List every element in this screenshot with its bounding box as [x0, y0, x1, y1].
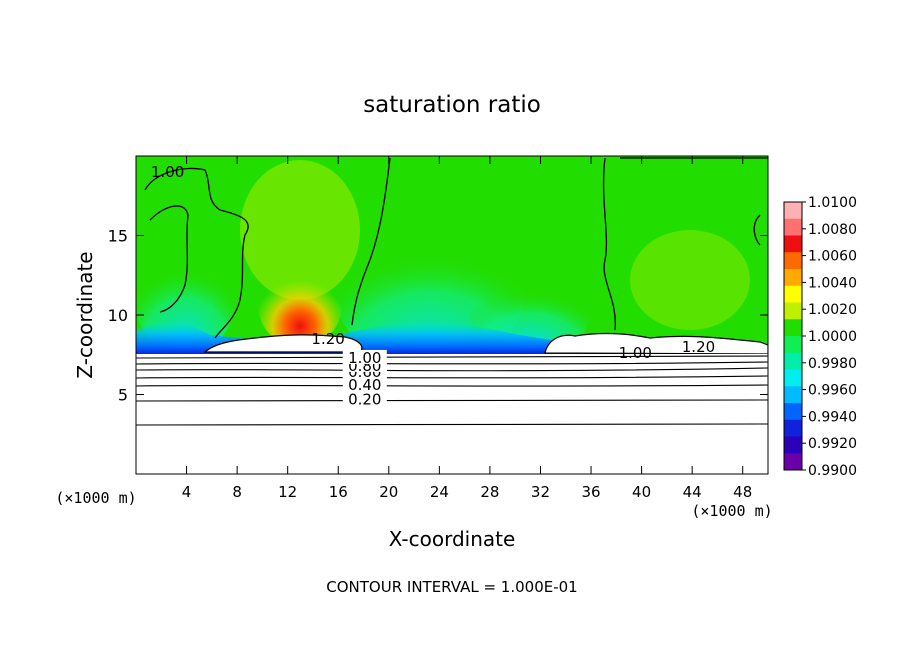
colorbar-label: 1.0080: [808, 222, 857, 238]
colorbar-swatch: [784, 269, 802, 287]
x-tick-label: 24: [430, 483, 449, 501]
field-lower-domain: [136, 354, 768, 474]
x-tick-label: 4: [182, 483, 192, 501]
field-patch-light: [630, 230, 750, 330]
colorbar-swatch: [784, 336, 802, 354]
colorbar-label: 1.0100: [808, 195, 857, 211]
contour-label: 0.20: [348, 390, 381, 408]
contour-labels: 0.200.400.600.801.001.001.201.00 1.20: [151, 163, 715, 408]
contour-label-bg: [342, 391, 387, 406]
colorbar-label: 0.9900: [808, 463, 857, 479]
x-tick-label: 44: [683, 483, 702, 501]
field-patch-light: [240, 160, 360, 300]
contour-annotation: 1.20: [682, 338, 715, 356]
contour-interval-note: CONTOUR INTERVAL = 1.000E-01: [326, 578, 577, 596]
x-tick-label: 32: [531, 483, 550, 501]
colorbar-swatch: [784, 419, 802, 437]
y-tick-label: 5: [118, 386, 128, 405]
field-plume-hot: [258, 263, 342, 347]
contour-label: 1.00: [348, 349, 381, 367]
colorbar-swatch: [784, 369, 802, 387]
colorbar-swatch: [784, 235, 802, 253]
y-axis-label: Z-coordinate: [73, 251, 97, 378]
cloud-region: [544, 332, 768, 355]
colorbar-label: 1.0040: [808, 275, 857, 291]
y-tick-label: 15: [108, 227, 128, 246]
cloud-region: [203, 334, 363, 353]
contour-annotation: 1.00: [151, 163, 184, 181]
contour-label: 0.40: [348, 376, 381, 394]
colorbar-swatch: [784, 202, 802, 220]
x-axis: 4 8 12 16 20 24 28 32 36 40 44 48: [182, 156, 752, 501]
x-axis-label: X-coordinate: [389, 527, 516, 551]
contour-lines-upper: [144, 157, 768, 339]
contour-annotation: 1.20: [311, 330, 344, 348]
colorbar-label: 1.0000: [808, 329, 857, 345]
colorbar-swatch: [784, 218, 802, 236]
x-tick-label: 20: [379, 483, 398, 501]
x-tick-label: 36: [581, 483, 600, 501]
x-tick-label: 40: [632, 483, 651, 501]
colorbar-label: 0.9980: [808, 356, 857, 372]
contour-annotation: 1.00: [619, 344, 652, 362]
x-tick-label: 12: [278, 483, 297, 501]
colorbar-label: 0.9940: [808, 409, 857, 425]
x-unit-label-right: (×1000 m): [691, 502, 772, 520]
contour-lines-lower: [136, 355, 768, 426]
x-unit-label-left: (×1000 m): [55, 489, 136, 507]
colorbar-label: 1.0060: [808, 249, 857, 265]
colorbar-swatch: [784, 436, 802, 454]
x-tick-label: 48: [733, 483, 752, 501]
contour-label-bg: [342, 376, 387, 391]
x-tick-label: 16: [329, 483, 348, 501]
chart-title: saturation ratio: [363, 92, 541, 118]
x-tick-label: 8: [232, 483, 242, 501]
colorbar-label: 1.0020: [808, 302, 857, 318]
y-tick-label: 10: [108, 306, 128, 325]
contour-label-bg: [342, 349, 387, 364]
colorbar-swatch: [784, 302, 802, 320]
colorbar-swatch: [784, 453, 802, 471]
colorbar-label: 0.9960: [808, 383, 857, 399]
x-tick-label: 28: [480, 483, 499, 501]
colorbar-swatch: [784, 386, 802, 404]
colorbar-swatch: [784, 252, 802, 270]
colorbar-label: 0.9920: [808, 436, 857, 452]
plot-area: 0.200.400.600.801.001.001.201.00 1.20: [136, 156, 768, 474]
colorbar-swatch: [784, 352, 802, 370]
y-axis: 5 10 15: [108, 227, 768, 405]
colorbar-swatch: [784, 285, 802, 303]
colorbar-swatch: [784, 403, 802, 421]
colorbar-swatch: [784, 319, 802, 337]
colorbar: 1.0100 1.0080 1.0060 1.0040 1.0020 1.0000 0.99…: [783, 195, 857, 479]
